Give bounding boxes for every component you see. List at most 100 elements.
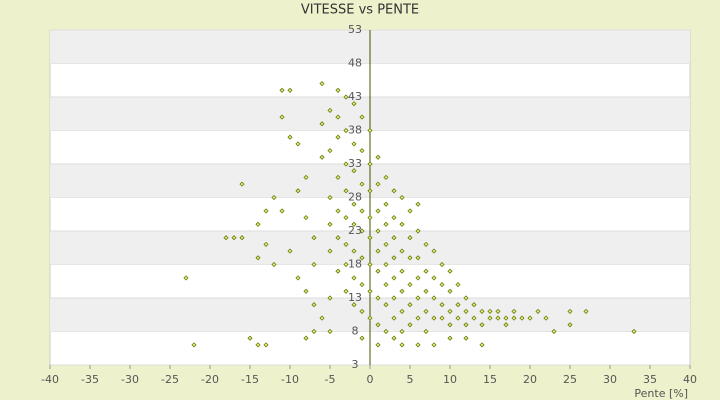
point	[287, 134, 293, 140]
point	[271, 194, 277, 201]
point	[335, 174, 341, 180]
point	[407, 235, 413, 241]
point	[335, 134, 341, 140]
point	[335, 114, 341, 120]
point	[351, 201, 357, 207]
point	[631, 328, 637, 335]
x-tick-label: -30	[121, 373, 139, 386]
x-axis-label: Pente [%]	[634, 387, 688, 400]
point	[279, 114, 285, 120]
point	[527, 315, 533, 321]
point	[423, 328, 429, 335]
point	[415, 255, 421, 261]
point	[375, 181, 381, 187]
point	[351, 248, 357, 254]
point	[295, 188, 301, 194]
point	[447, 322, 453, 328]
point	[263, 208, 269, 214]
point	[375, 322, 381, 328]
point	[311, 302, 317, 308]
point	[311, 328, 317, 335]
point	[263, 342, 269, 348]
point	[399, 221, 405, 227]
point	[327, 221, 333, 227]
point	[359, 208, 365, 214]
point	[455, 315, 461, 321]
point	[359, 228, 365, 234]
point	[431, 248, 437, 254]
point	[455, 302, 461, 308]
point	[279, 87, 285, 93]
y-tick-label: 28	[348, 191, 362, 204]
point	[535, 308, 541, 314]
point	[319, 121, 325, 127]
point	[359, 255, 365, 261]
point	[183, 275, 189, 281]
point	[367, 261, 373, 268]
point	[439, 302, 445, 308]
point	[495, 308, 501, 314]
point	[343, 241, 349, 247]
x-tick-label: -15	[241, 373, 259, 386]
x-tick-label: -5	[325, 373, 336, 386]
point	[327, 248, 333, 254]
point	[279, 208, 285, 214]
point	[359, 148, 365, 154]
point	[383, 221, 389, 227]
x-tick-label: -25	[161, 373, 179, 386]
point	[487, 315, 493, 321]
point	[407, 208, 413, 214]
point	[255, 255, 261, 261]
point	[463, 335, 469, 341]
point	[335, 208, 341, 214]
point	[399, 328, 405, 335]
point	[271, 261, 277, 268]
point	[343, 127, 349, 134]
point	[415, 315, 421, 321]
point	[399, 248, 405, 254]
point	[351, 141, 357, 147]
point	[319, 81, 325, 87]
point	[439, 315, 445, 321]
point	[335, 87, 341, 93]
point	[327, 295, 333, 301]
point	[447, 268, 453, 274]
y-tick-label: 8	[352, 325, 359, 338]
point	[447, 335, 453, 341]
point	[367, 315, 373, 321]
point	[343, 161, 349, 167]
point	[239, 235, 245, 241]
point	[367, 127, 373, 134]
point	[375, 248, 381, 254]
point	[351, 221, 357, 227]
point	[391, 215, 397, 221]
point	[567, 308, 573, 314]
point	[407, 322, 413, 328]
point	[367, 288, 373, 294]
point	[375, 208, 381, 214]
point	[511, 308, 517, 314]
point	[479, 322, 485, 328]
point	[375, 228, 381, 234]
point	[359, 181, 365, 187]
point	[343, 94, 349, 100]
point	[503, 315, 509, 321]
point	[375, 268, 381, 274]
point	[335, 235, 341, 241]
point	[287, 248, 293, 254]
x-tick-label: 25	[563, 373, 577, 386]
point	[367, 188, 373, 194]
point	[263, 241, 269, 247]
point	[391, 255, 397, 261]
y-tick-label: 53	[348, 23, 362, 36]
point	[423, 268, 429, 274]
point	[247, 335, 253, 341]
point	[383, 241, 389, 247]
chart-title: VITESSE vs PENTE	[301, 3, 419, 18]
point	[303, 215, 309, 221]
point	[447, 308, 453, 314]
point	[415, 295, 421, 301]
y-tick-label: 23	[348, 224, 362, 237]
point	[423, 241, 429, 247]
